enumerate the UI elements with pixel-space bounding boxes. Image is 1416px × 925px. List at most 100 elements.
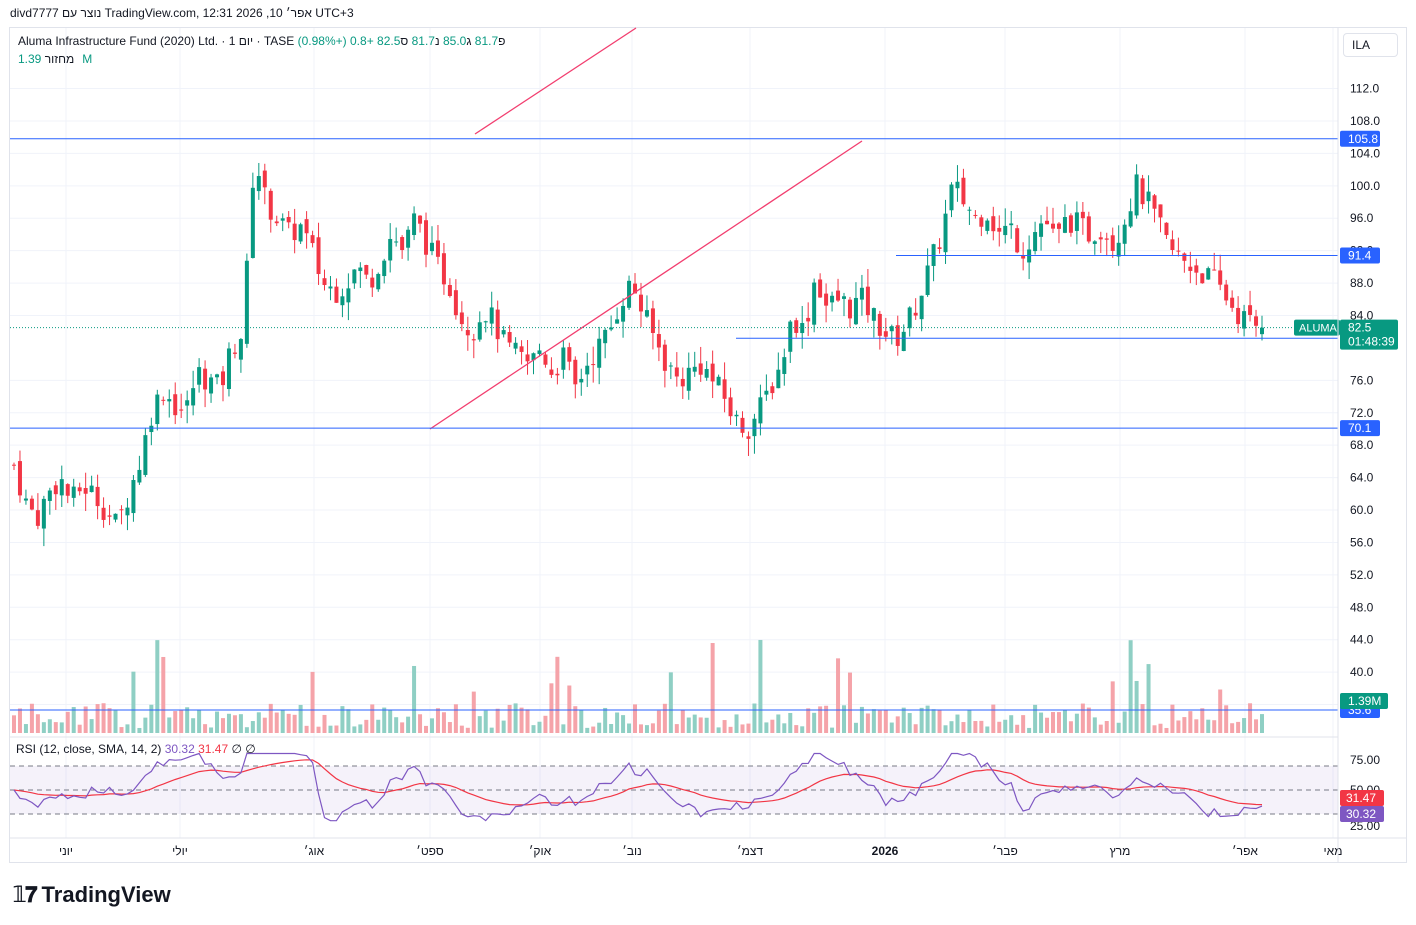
volume-bar	[1176, 720, 1181, 733]
chart-header: divd7777 נוצר עם TradingView.com, 12:31 …	[10, 6, 354, 20]
volume-bar	[47, 719, 52, 733]
volume-bar	[656, 710, 661, 733]
candle-body	[459, 312, 464, 325]
candle-body	[997, 227, 1002, 232]
candle-body	[1128, 211, 1133, 227]
volume-bar	[29, 703, 34, 733]
rsi-ma-line	[13, 759, 1263, 806]
candle-body	[376, 273, 381, 290]
candle-body	[698, 363, 703, 375]
volume-bar	[35, 714, 40, 733]
candle-body	[95, 486, 100, 507]
candle-body	[143, 435, 148, 475]
candle-body	[1056, 223, 1061, 229]
chart-frame	[9, 27, 1407, 863]
close-label: ס	[400, 34, 409, 48]
time-axis-label: ספט׳	[416, 844, 444, 858]
volume-bar	[209, 727, 214, 733]
time-axis-label: נוב׳	[622, 844, 642, 858]
candle-body	[489, 307, 494, 324]
countdown-label: 01:48:39	[1348, 335, 1395, 349]
candle-body	[483, 321, 488, 323]
volume-bar	[203, 724, 208, 733]
candle-body	[412, 213, 417, 236]
price-tick-label: 56.0	[1350, 535, 1374, 549]
volume-bar	[1140, 704, 1145, 733]
candle-body	[1080, 211, 1085, 219]
volume-bar	[382, 707, 387, 733]
current-price-label: 82.5	[1348, 321, 1372, 335]
candle-body	[561, 347, 566, 370]
volume-bar	[316, 726, 321, 733]
candle-body	[113, 513, 118, 520]
volume-bar	[836, 658, 841, 733]
volume-bar	[591, 726, 596, 733]
candle-body	[967, 209, 972, 211]
trend-line	[474, 27, 637, 135]
candle-body	[167, 399, 172, 402]
currency-button[interactable]: ILA	[1343, 33, 1398, 57]
candle-body	[955, 181, 960, 189]
volume-bar	[453, 704, 458, 733]
volume-legend: מחזור 1.39M	[18, 52, 92, 66]
candle-body	[322, 278, 327, 286]
candle-body	[627, 280, 632, 308]
volume-bar	[471, 691, 476, 733]
volume-bar	[1134, 680, 1139, 733]
candle-body	[77, 487, 82, 492]
candle-body	[728, 397, 733, 417]
volume-bar	[65, 711, 70, 733]
volume-bar	[907, 713, 912, 733]
volume-bar	[125, 724, 130, 733]
volume-bar	[1039, 712, 1044, 733]
candle-body	[567, 347, 572, 362]
candle-body	[1033, 232, 1038, 252]
volume-bar	[286, 713, 291, 733]
volume-bar	[782, 723, 787, 733]
candle-body	[716, 376, 721, 386]
current-price-badge	[1340, 319, 1398, 350]
volume-bar	[191, 718, 196, 733]
volume-bar	[1218, 689, 1223, 733]
volume-bar	[1098, 724, 1103, 733]
volume-bar	[1230, 723, 1235, 733]
time-axis-label: 2026	[872, 844, 899, 858]
candle-body	[101, 507, 106, 520]
candle-body	[1122, 224, 1127, 244]
candle-body	[895, 325, 900, 346]
volume-bar	[53, 722, 58, 733]
candle-body	[1152, 195, 1157, 209]
candle-body	[818, 279, 823, 298]
volume-bar	[95, 704, 100, 733]
volume-bar	[1003, 719, 1008, 733]
candle-body	[925, 265, 930, 296]
candle-body	[298, 224, 303, 242]
candle-body	[513, 342, 518, 349]
candle-body	[203, 368, 208, 390]
candle-body	[441, 253, 446, 285]
candle-body	[603, 329, 608, 344]
candle-body	[89, 485, 94, 493]
volume-bar	[937, 710, 942, 733]
candle-body	[633, 283, 638, 294]
volume-bar	[615, 712, 620, 733]
volume-bar	[1128, 640, 1133, 733]
candle-body	[501, 330, 506, 335]
candle-body	[680, 378, 685, 387]
rsi-legend[interactable]: RSI (12, close, SMA, 14, 2) 30.32 31.47 …	[16, 742, 256, 756]
volume-bar	[215, 711, 220, 733]
candle-body	[615, 319, 620, 324]
open-value: 81.7	[474, 34, 499, 48]
candle-body	[585, 365, 590, 375]
price-tick-label: 68.0	[1350, 438, 1374, 452]
volume-bar	[925, 705, 930, 733]
candle-body	[41, 498, 46, 529]
candle-body	[525, 354, 530, 362]
volume-bar	[465, 727, 470, 733]
open-label: פ	[498, 34, 506, 48]
volume-bar	[847, 672, 852, 733]
candle-body	[901, 331, 906, 352]
candle-body	[913, 312, 918, 316]
volume-bar	[991, 704, 996, 733]
